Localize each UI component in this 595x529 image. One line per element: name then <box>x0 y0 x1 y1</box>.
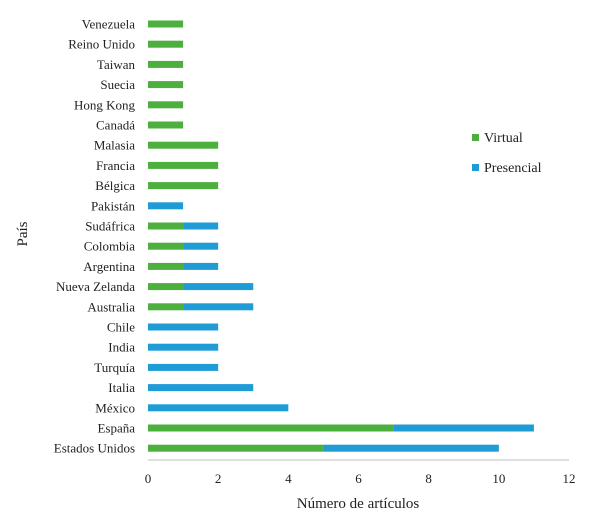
bar-presencial-india <box>148 343 219 351</box>
category-label-italia: Italia <box>108 380 135 395</box>
category-label-canada: Canadá <box>96 118 135 133</box>
bar-presencial-estados-unidos <box>323 444 499 452</box>
bar-virtual-reino-unido <box>148 40 184 48</box>
x-tick-labels: 0 2 4 6 8 10 12 <box>145 471 576 486</box>
category-label-argentina: Argentina <box>83 259 135 274</box>
y-axis-title: País <box>15 221 31 246</box>
legend-label-presencial: Presencial <box>484 161 542 176</box>
bar-presencial-espana <box>393 424 534 432</box>
bar-presencial-italia <box>148 384 254 392</box>
category-labels: Venezuela Reino Unido Taiwan Suecia Hong Kon… <box>54 17 136 456</box>
bar-virtual-malasia <box>148 141 219 149</box>
bar-virtual-argentina <box>148 262 184 270</box>
legend: Virtual Presencial <box>472 131 542 176</box>
category-label-chile: Chile <box>107 320 135 335</box>
bar-presencial-turquia <box>148 363 219 371</box>
bar-virtual-nueva-zelanda <box>148 283 184 291</box>
category-label-turquia: Turquía <box>94 360 135 375</box>
bar-presencial-australia <box>183 303 254 311</box>
bar-presencial-nueva-zelanda <box>183 283 254 291</box>
category-label-taiwan: Taiwan <box>97 57 136 72</box>
bar-virtual-colombia <box>148 242 184 250</box>
category-label-espana: España <box>97 421 135 436</box>
x-tick-label-10: 10 <box>492 471 505 486</box>
x-tick-label-4: 4 <box>285 471 292 486</box>
bar-virtual-francia <box>148 161 219 169</box>
category-label-estados-unidos: Estados Unidos <box>54 441 135 456</box>
x-axis-title: Número de artículos <box>297 496 420 512</box>
bar-virtual-belgica <box>148 182 219 190</box>
bar-presencial-argentina <box>183 262 219 270</box>
bar-presencial-colombia <box>183 242 219 250</box>
x-tick-label-0: 0 <box>145 471 152 486</box>
x-tick-label-8: 8 <box>425 471 432 486</box>
bar-virtual-estados-unidos <box>148 444 324 452</box>
bar-presencial-pakistan <box>148 202 184 210</box>
bar-presencial-mexico <box>148 404 289 412</box>
category-label-malasia: Malasia <box>94 138 135 153</box>
bar-virtual-espana <box>148 424 394 432</box>
category-label-reino-unido: Reino Unido <box>68 37 135 52</box>
category-label-mexico: México <box>95 400 135 415</box>
bar-virtual-sudafrica <box>148 222 184 230</box>
category-label-australia: Australia <box>87 299 135 314</box>
x-tick-label-12: 12 <box>563 471 576 486</box>
category-label-hong-kong: Hong Kong <box>74 97 136 112</box>
category-label-pakistan: Pakistán <box>91 198 136 213</box>
x-tick-label-2: 2 <box>215 471 222 486</box>
bar-presencial-chile <box>148 323 219 331</box>
bar-virtual-australia <box>148 303 184 311</box>
bar-virtual-taiwan <box>148 60 184 68</box>
bar-presencial-sudafrica <box>183 222 219 230</box>
category-label-francia: Francia <box>96 158 135 173</box>
x-tick-label-6: 6 <box>355 471 362 486</box>
category-label-suecia: Suecia <box>100 77 135 92</box>
category-label-nueva-zelanda: Nueva Zelanda <box>56 279 135 294</box>
category-label-sudafrica: Sudáfrica <box>85 219 135 234</box>
legend-label-virtual: Virtual <box>484 131 523 146</box>
category-label-colombia: Colombia <box>84 239 136 254</box>
bar-virtual-suecia <box>148 81 184 89</box>
legend-swatch-virtual <box>472 134 479 141</box>
bar-virtual-hong-kong <box>148 101 184 109</box>
bars-group <box>148 20 534 452</box>
category-label-india: India <box>108 340 135 355</box>
bar-virtual-venezuela <box>148 20 184 28</box>
category-label-venezuela: Venezuela <box>82 17 136 32</box>
bar-virtual-canada <box>148 121 184 129</box>
category-label-belgica: Bélgica <box>95 178 135 193</box>
legend-swatch-presencial <box>472 164 479 171</box>
